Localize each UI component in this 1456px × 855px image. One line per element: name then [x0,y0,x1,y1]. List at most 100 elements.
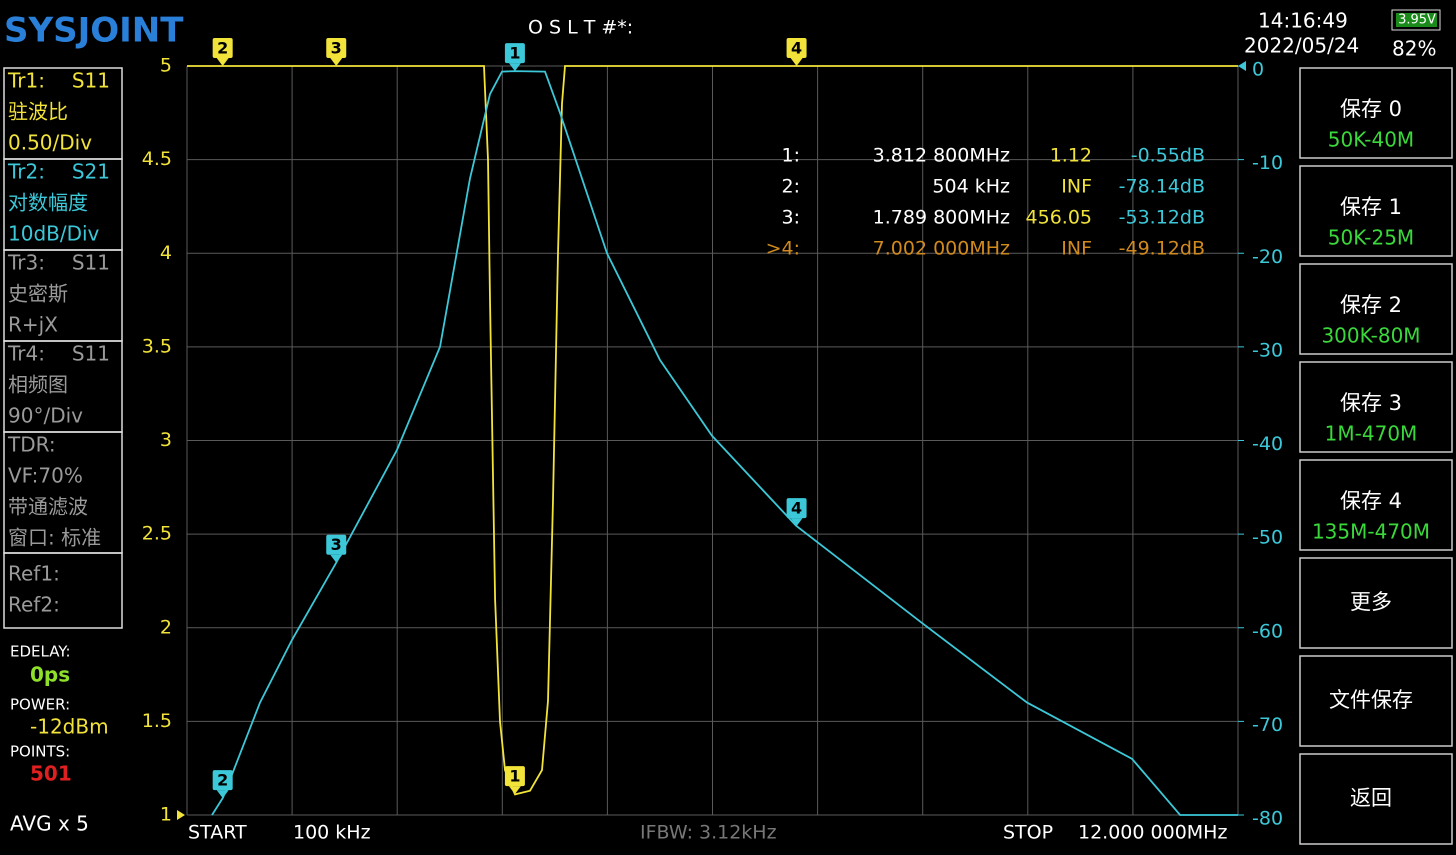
battery-percent: 82% [1392,37,1436,61]
tdr-line: VF:70% [8,464,83,488]
marker-label: 1 [509,767,520,786]
tdr-line: 带通滤波 [8,495,88,519]
marker-flag [504,766,525,787]
points-label: POINTS: [10,743,70,761]
power-label: POWER: [10,696,70,714]
y2-tick-label: -70 [1252,714,1283,736]
ifbw: IFBW: 3.12kHz [640,822,777,844]
y-tick-label: 1.5 [142,710,172,732]
stop: 12.000 000MHz [1078,822,1227,844]
marker-pointer [216,790,229,799]
y-tick-label: 4 [160,242,172,264]
marker-pointer [330,554,343,563]
button-sub: 135M-470M [1312,520,1430,544]
y2-tick-label: -10 [1252,152,1283,174]
y2-tick-label: -80 [1252,808,1283,830]
time: 14:16:49 [1258,9,1348,33]
marker-flag [326,534,347,555]
marker-flag [212,38,233,58]
button-label: 返回 [1350,786,1392,810]
menu-button[interactable] [1299,361,1453,453]
tdr-line: TDR: [7,433,56,457]
menu-button[interactable] [1299,753,1453,845]
y-tick-label: 5 [160,55,172,77]
marker-swr: 456.05 [1026,207,1092,229]
trace-format: 驻波比 [8,100,68,124]
marker-row-label: 2: [782,176,801,198]
trace-line [211,70,1238,816]
power: -12dBm [30,715,109,739]
marker-label: 2 [217,39,228,58]
button-label: 保存 4 [1340,489,1402,513]
menu-button[interactable] [1299,67,1453,159]
marker-s21: -49.12dB [1119,238,1205,260]
start-label: START [188,822,247,844]
avg: AVG x 5 [10,812,89,836]
battery [1391,9,1441,31]
ref-line: Ref2: [8,593,60,617]
trace-name: Tr1: [7,69,45,93]
battery-voltage: 3.95V [1398,13,1436,28]
trace-name: Tr3: [7,251,45,275]
y2-tick-label: -50 [1252,527,1283,549]
menu-button[interactable] [1299,263,1453,355]
trace-scale: 0.50/Div [8,131,92,155]
y2-tick-label: -40 [1252,433,1283,455]
ref-box[interactable] [3,552,123,629]
marker-label: 4 [791,39,802,58]
trace-param: S11 [72,342,110,366]
marker-freq: 504 kHz [932,176,1010,198]
y2-tick-label: 0 [1252,59,1264,81]
logo: SYSJOINT [4,11,184,51]
trace-format: 对数幅度 [8,191,88,215]
marker-flag [212,770,233,791]
button-label: 文件保存 [1329,688,1413,712]
trace-format: 相频图 [8,373,68,397]
marker-freq: 3.812 800MHz [873,145,1010,167]
y-tick-label: 1 [160,804,172,826]
button-label: 保存 1 [1340,195,1402,219]
trace-scale: 10dB/Div [8,222,100,246]
marker-row-label: >4: [766,238,800,260]
menu-button[interactable] [1299,655,1453,747]
marker-s21: -53.12dB [1119,207,1205,229]
cal-status: O S L T #*: [528,17,633,39]
edelay-label: EDELAY: [10,643,71,661]
trace-format: 史密斯 [8,282,68,306]
trace-param: S11 [72,69,110,93]
trace-scale: 90°/Div [8,404,83,428]
menu-button[interactable] [1299,165,1453,257]
trace-line [187,65,1238,796]
marker-freq: 7.002 000MHz [873,238,1010,260]
button-sub: 50K-25M [1328,226,1414,250]
button-label: 保存 3 [1340,391,1402,415]
points: 501 [30,762,72,786]
marker-row-label: 3: [782,207,801,229]
tdr-line: 窗口: 标准 [8,526,101,550]
marker-pointer [508,63,521,72]
y-tick-label: 3 [160,429,172,451]
marker-swr: 1.12 [1050,145,1092,167]
marker-swr: INF [1061,238,1092,260]
button-sub: 1M-470M [1325,422,1418,446]
trace-param: S21 [72,160,110,184]
marker-freq: 1.789 800MHz [873,207,1010,229]
menu-button[interactable] [1299,459,1453,551]
date: 2022/05/24 [1244,34,1359,58]
y2-tick-label: -30 [1252,339,1283,361]
marker-pointer [216,58,229,66]
marker-pointer [790,58,803,66]
button-sub: 300K-80M [1321,324,1420,348]
marker-row-label: 1: [782,145,801,167]
start: 100 kHz [293,822,371,844]
ref-arrow [177,810,185,820]
stop-label: STOP [1003,822,1053,844]
marker-s21: -78.14dB [1119,176,1205,198]
marker-flag [504,43,525,64]
marker-label: 2 [217,771,228,790]
trace-param: S11 [72,251,110,275]
menu-button[interactable] [1299,557,1453,649]
marker-label: 3 [331,39,342,58]
marker-label: 4 [791,499,802,518]
